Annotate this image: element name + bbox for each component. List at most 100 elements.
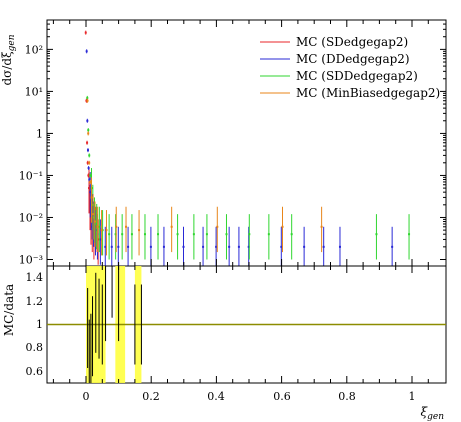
data-marker xyxy=(87,167,90,170)
data-marker xyxy=(182,245,185,248)
data-marker xyxy=(88,154,91,157)
x-tick-0.4: 0.4 xyxy=(207,390,225,403)
data-marker xyxy=(216,225,219,228)
ratio-y-axis: 0.6 0.8 1 1.2 1.4 xyxy=(26,271,44,378)
data-marker xyxy=(205,233,208,236)
data-marker xyxy=(95,222,98,225)
data-marker xyxy=(88,161,91,164)
main-y-axis-label: dσ/dξgen xyxy=(0,34,17,85)
data-marker xyxy=(96,225,99,228)
legend-label-dd: MC (DDedgegap2) xyxy=(296,52,410,66)
data-marker xyxy=(89,191,92,194)
data-marker xyxy=(86,161,89,164)
legend: MC (SDedgegap2) MC (DDedgegap2) MC (SDDe… xyxy=(260,35,440,100)
x-tick-labels: 0 0.2 0.4 0.6 0.8 1 xyxy=(83,390,416,403)
main-y-tick-label: 10¹ xyxy=(25,85,43,98)
ratio-y-axis-label: MC/data xyxy=(2,284,16,336)
data-marker xyxy=(280,245,283,248)
data-marker xyxy=(290,233,293,236)
data-marker xyxy=(138,229,141,232)
data-marker xyxy=(192,233,195,236)
data-marker xyxy=(375,233,378,236)
data-marker xyxy=(170,225,173,228)
main-y-tick-label: 1 xyxy=(36,127,43,140)
data-marker xyxy=(88,178,91,181)
data-marker xyxy=(85,50,88,53)
main-y-axis: 10⁻³ 10⁻² 10⁻¹ 1 10¹ 10² xyxy=(19,19,446,266)
x-tick-0.2: 0.2 xyxy=(142,390,160,403)
data-marker xyxy=(127,245,130,248)
data-marker xyxy=(86,119,89,122)
data-marker xyxy=(281,225,284,228)
data-marker xyxy=(117,245,120,248)
legend-label-sd: MC (SDedgegap2) xyxy=(296,35,408,49)
data-marker xyxy=(88,187,91,190)
main-y-tick-label: 10⁻² xyxy=(19,211,43,224)
data-marker xyxy=(89,174,92,177)
x-tick-0.6: 0.6 xyxy=(273,390,291,403)
data-marker xyxy=(228,245,231,248)
data-marker xyxy=(225,233,228,236)
data-marker xyxy=(85,99,88,102)
data-marker xyxy=(86,96,89,99)
data-marker xyxy=(101,229,104,232)
data-marker xyxy=(247,245,250,248)
data-marker xyxy=(391,245,394,248)
x-axis-label: ξgen xyxy=(421,405,445,422)
ratio-y-tick-0.6: 0.6 xyxy=(26,365,44,378)
data-marker xyxy=(87,129,90,132)
data-marker xyxy=(408,233,411,236)
main-y-tick-label: 10² xyxy=(25,43,43,56)
data-marker xyxy=(98,225,101,228)
data-marker xyxy=(143,233,146,236)
data-marker xyxy=(121,233,124,236)
ratio-panel: 0.6 0.8 1 1.2 1.4 MC/data xyxy=(2,265,447,384)
data-marker xyxy=(130,233,133,236)
data-marker xyxy=(105,229,108,232)
main-x-ticks xyxy=(52,20,429,266)
ratio-y-tick-1.4: 1.4 xyxy=(26,271,44,284)
data-marker xyxy=(125,225,128,228)
data-marker xyxy=(162,245,165,248)
data-marker xyxy=(176,233,179,236)
ratio-y-tick-1.2: 1.2 xyxy=(26,295,44,308)
x-tick-0: 0 xyxy=(83,390,90,403)
data-marker xyxy=(320,225,323,228)
data-marker xyxy=(86,149,89,152)
main-data-marks xyxy=(84,30,411,266)
data-marker xyxy=(87,132,90,135)
data-marker xyxy=(114,233,117,236)
data-marker xyxy=(303,245,306,248)
data-marker xyxy=(99,238,102,241)
legend-label-minbias: MC (MinBiasedgegap2) xyxy=(296,86,440,100)
main-y-tick-label: 10⁻¹ xyxy=(19,169,43,182)
legend-label-sdd: MC (SDDedgegap2) xyxy=(296,69,418,83)
data-marker xyxy=(100,229,103,232)
data-marker xyxy=(86,141,89,144)
data-marker xyxy=(115,225,118,228)
data-marker xyxy=(86,99,89,102)
data-marker xyxy=(89,180,92,183)
x-tick-0.8: 0.8 xyxy=(338,390,356,403)
ratio-x-ticks xyxy=(52,266,429,383)
data-marker xyxy=(92,213,95,216)
data-marker xyxy=(267,233,270,236)
data-marker xyxy=(215,245,218,248)
data-marker xyxy=(237,245,240,248)
x-tick-1: 1 xyxy=(409,390,416,403)
data-marker xyxy=(149,245,152,248)
data-marker xyxy=(338,245,341,248)
data-marker xyxy=(202,245,205,248)
data-marker xyxy=(94,220,97,223)
data-marker xyxy=(93,216,96,219)
main-panel: 10⁻³ 10⁻² 10⁻¹ 1 10¹ 10² dσ/dξgen xyxy=(0,19,447,267)
data-marker xyxy=(104,245,107,248)
ratio-data-marks xyxy=(87,266,142,383)
data-marker xyxy=(90,196,93,199)
data-marker xyxy=(110,245,113,248)
main-y-tick-label: 10⁻³ xyxy=(19,253,43,266)
data-marker xyxy=(322,245,325,248)
data-marker xyxy=(248,233,251,236)
ratio-y-tick-1: 1 xyxy=(36,318,43,331)
